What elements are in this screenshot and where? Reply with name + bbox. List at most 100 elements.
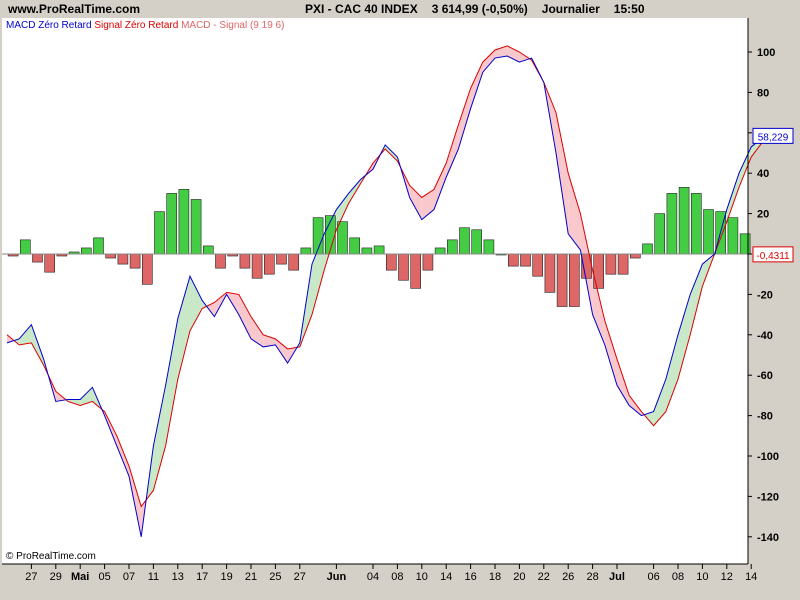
histogram-bar[interactable]: [642, 243, 653, 255]
macd-line[interactable]: [6, 55, 776, 537]
x-tick-label: Jun: [327, 571, 347, 583]
macd-signal-fill: [19, 324, 32, 345]
histogram-bar[interactable]: [398, 253, 409, 281]
histogram-last-value-box: [752, 246, 794, 263]
macd-signal-fill: [190, 276, 203, 331]
histogram-bar[interactable]: [300, 247, 312, 255]
macd-signal-fill: [519, 52, 530, 63]
histogram-bar[interactable]: [203, 245, 214, 255]
histogram-bar[interactable]: [239, 253, 251, 269]
macd-signal-fill: [470, 62, 483, 109]
histogram-bar[interactable]: [617, 253, 629, 275]
histogram-bar[interactable]: [105, 253, 116, 259]
histogram-bar[interactable]: [288, 253, 300, 271]
macd-signal-fill: [409, 185, 422, 220]
macd-signal-fill: [617, 359, 630, 406]
histogram-bar[interactable]: [19, 239, 31, 255]
x-tick-label: 18: [489, 571, 501, 583]
histogram-bar[interactable]: [690, 193, 702, 255]
histogram-bar[interactable]: [727, 217, 739, 255]
macd-signal-fill: [592, 270, 605, 345]
histogram-bar[interactable]: [544, 253, 556, 293]
histogram-bar[interactable]: [142, 253, 153, 285]
y-tick-label: -20: [757, 289, 773, 301]
y-tick-label: -40: [757, 330, 773, 342]
histogram-bar[interactable]: [190, 199, 202, 255]
histogram-bar[interactable]: [263, 253, 275, 275]
copyright: © ProRealTime.com: [6, 551, 96, 562]
signal-line[interactable]: [6, 45, 776, 508]
macd-signal-fill: [726, 173, 739, 222]
histogram-bar[interactable]: [666, 193, 678, 255]
histogram-bar[interactable]: [507, 253, 519, 267]
macd-signal-fill: [116, 435, 129, 477]
histogram-bar[interactable]: [154, 211, 165, 255]
macd-last-value: 58,229: [758, 132, 789, 143]
x-tick-label: Jul: [609, 571, 625, 583]
x-tick-label: Mai: [71, 571, 89, 583]
histogram-bar[interactable]: [605, 253, 617, 275]
histogram-bar[interactable]: [361, 247, 373, 255]
histogram-bar[interactable]: [81, 247, 92, 255]
histogram-bar[interactable]: [373, 245, 385, 255]
histogram-bar[interactable]: [520, 253, 531, 267]
y-tick-label: -60: [757, 370, 773, 382]
y-tick-label: 40: [757, 168, 769, 180]
time-label: 15:50: [613, 2, 645, 16]
histogram-bar[interactable]: [471, 229, 483, 255]
histogram-bar[interactable]: [129, 253, 141, 269]
histogram-bar[interactable]: [459, 227, 470, 255]
histogram-bar[interactable]: [483, 239, 495, 255]
x-tick-label: 06: [647, 571, 659, 583]
histogram-bar[interactable]: [166, 193, 177, 255]
histogram-bar[interactable]: [349, 237, 361, 255]
histogram-bar[interactable]: [93, 237, 104, 255]
histogram-bar[interactable]: [629, 253, 641, 259]
histogram-bar[interactable]: [703, 209, 714, 255]
histogram-bar[interactable]: [44, 253, 56, 273]
plot-area: [2, 18, 748, 564]
histogram-bar[interactable]: [178, 189, 190, 255]
histogram-bar[interactable]: [593, 253, 605, 289]
macd-signal-fill: [556, 112, 569, 234]
histogram-bar[interactable]: [32, 253, 43, 263]
histogram-bar[interactable]: [556, 253, 568, 307]
x-tick-label: 08: [672, 571, 684, 583]
macd-signal-fill: [177, 276, 190, 380]
histogram-bar[interactable]: [739, 233, 751, 255]
histogram-bar[interactable]: [532, 253, 544, 277]
legend: MACD Zéro Retard Signal Zéro Retard MACD…: [6, 20, 284, 31]
macd-last-value-box: [752, 127, 794, 144]
macd-signal-fill: [251, 316, 264, 347]
histogram-bar[interactable]: [385, 253, 397, 271]
symbol-label: PXI - CAC 40 INDEX: [305, 2, 418, 16]
histogram-bar[interactable]: [678, 187, 690, 255]
macd-signal-fill: [665, 334, 678, 412]
histogram-bar[interactable]: [251, 253, 263, 279]
histogram-bar[interactable]: [410, 253, 422, 289]
instrument-info: PXI - CAC 40 INDEX 3 614,99 (-0,50%) Journ…: [305, 2, 659, 16]
macd-signal-fill: [238, 294, 251, 339]
x-tick-label: 04: [367, 571, 379, 583]
x-tick-label: 12: [721, 571, 733, 583]
histogram-bar[interactable]: [276, 253, 287, 265]
x-tick-label: 26: [562, 571, 574, 583]
y-tick-label: 100: [757, 47, 775, 59]
histogram-bar[interactable]: [446, 239, 458, 255]
x-tick-label: 27: [294, 571, 306, 583]
macd-signal-fill: [690, 264, 703, 335]
histogram-bar[interactable]: [654, 213, 666, 255]
x-tick-label: 07: [123, 571, 135, 583]
macd-signal-fill: [434, 163, 447, 210]
histogram-bar[interactable]: [337, 221, 348, 255]
site-name[interactable]: www.ProRealTime.com: [8, 2, 141, 16]
macd-signal-fill: [336, 193, 349, 230]
histogram-bar[interactable]: [434, 247, 446, 255]
histogram-bar[interactable]: [568, 253, 580, 307]
histogram-bar[interactable]: [117, 253, 129, 265]
histogram-bar[interactable]: [422, 253, 434, 271]
x-tick-label: 21: [245, 571, 257, 583]
x-tick-label: 10: [416, 571, 428, 583]
histogram-bar[interactable]: [215, 253, 226, 269]
